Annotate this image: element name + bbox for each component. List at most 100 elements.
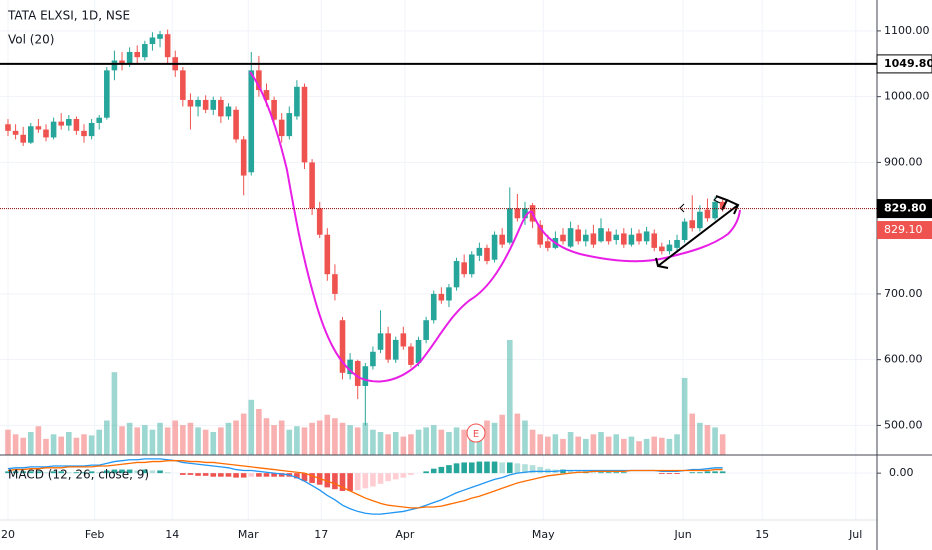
- price-label-box: [876, 199, 932, 219]
- candle-body: [712, 201, 718, 219]
- candle-body: [81, 130, 87, 137]
- candle-body: [134, 51, 141, 58]
- volume-bar: [476, 434, 483, 455]
- macd-histogram-bar: [96, 472, 103, 474]
- earnings-marker[interactable]: E: [473, 429, 479, 440]
- candle-body: [233, 109, 239, 140]
- volume-bar: [362, 422, 369, 455]
- macd-histogram-bar: [666, 473, 673, 475]
- volume-bar: [628, 436, 635, 455]
- macd-histogram-bar: [408, 473, 414, 475]
- candle-body: [294, 86, 300, 117]
- volume-bar: [354, 427, 361, 455]
- candle-body: [309, 162, 315, 209]
- candle-body: [651, 233, 658, 248]
- macd-histogram-bar: [392, 473, 399, 480]
- earnings-icon[interactable]: [466, 423, 486, 443]
- volume-bar: [613, 434, 620, 455]
- macd-histogram-bar: [157, 470, 163, 474]
- macd-histogram-bar: [111, 469, 118, 474]
- y-tick-label: 1000.00: [884, 90, 930, 103]
- volume-bar: [111, 372, 118, 455]
- macd-histogram-bar: [370, 473, 376, 487]
- price-label-box: [876, 54, 932, 74]
- candle-body: [560, 234, 566, 242]
- macd-histogram-bar: [126, 469, 133, 474]
- volume-bar: [104, 420, 110, 455]
- candle-body: [499, 234, 505, 245]
- volume-bar: [88, 435, 95, 455]
- macd-histogram-bar: [180, 473, 186, 475]
- candle-body: [339, 320, 346, 373]
- candle-body: [126, 51, 133, 64]
- macd-label: MACD (12, 26, close, 9): [8, 468, 149, 482]
- volume-bar: [233, 420, 239, 455]
- macd-histogram-bar: [256, 473, 262, 477]
- x-tick-label: 15: [755, 528, 769, 541]
- candle-body: [35, 126, 42, 130]
- macd-histogram-bar: [476, 461, 483, 474]
- macd-histogram-bar: [73, 472, 80, 474]
- macd-histogram-bar: [134, 470, 141, 474]
- candle-body: [537, 224, 543, 245]
- macd-histogram-bar: [248, 473, 255, 477]
- macd-histogram-bar: [309, 473, 315, 483]
- volume-bar: [126, 422, 133, 455]
- candle-body: [104, 70, 110, 118]
- candle-body: [583, 234, 589, 242]
- chart-title: TATA ELXSI, 1D, NSE: [7, 9, 130, 23]
- macd-histogram-bar: [294, 473, 300, 479]
- macd-histogram-bar: [225, 473, 232, 477]
- volume-bar: [35, 426, 42, 455]
- y-tick-label: 900.00: [884, 155, 923, 168]
- candle-body: [370, 351, 376, 367]
- candle-body: [484, 247, 490, 262]
- volume-bar: [256, 409, 262, 455]
- candle-body: [674, 239, 680, 248]
- volume-bar: [50, 434, 57, 455]
- volume-bar: [73, 437, 80, 455]
- candle-body: [324, 234, 331, 275]
- volume-bar: [58, 436, 65, 455]
- candle-body: [476, 247, 483, 256]
- candle-body: [73, 119, 80, 131]
- volume-bar: [377, 432, 384, 455]
- volume-bar: [66, 432, 72, 455]
- candle-body: [149, 37, 156, 45]
- macd-histogram-bar: [271, 473, 277, 477]
- macd-histogram-bar: [522, 464, 528, 474]
- candle-body: [27, 126, 34, 143]
- volume-bar: [172, 420, 179, 455]
- macd-histogram-bar: [233, 473, 239, 478]
- volume-bar: [552, 434, 559, 455]
- volume-bar: [301, 427, 308, 455]
- volume-bar: [248, 399, 255, 455]
- volume-bar: [453, 427, 460, 455]
- macd-histogram-bar: [142, 469, 148, 474]
- macd-histogram-bar: [66, 472, 72, 474]
- volume-bar: [423, 427, 429, 455]
- volume-bar: [430, 425, 437, 455]
- x-tick-label: Jun: [674, 528, 692, 541]
- macd-histogram-bar: [719, 471, 726, 474]
- macd-histogram-bar: [301, 473, 308, 482]
- macd-histogram-bar: [332, 473, 338, 490]
- macd-histogram-bar: [218, 473, 224, 477]
- volume-bar: [468, 432, 475, 455]
- candle-body: [12, 130, 19, 135]
- candle-body: [66, 119, 72, 126]
- volume-bar: [20, 437, 26, 455]
- last-price-label: 829.10: [884, 223, 923, 236]
- last-price-box: [877, 221, 932, 240]
- macd-histogram-bar: [621, 472, 627, 474]
- volume-bar: [583, 438, 589, 455]
- volume-bar: [12, 434, 19, 455]
- axes: 20 Feb 14 Mar 17 Apr May Jun 15 Jul 500.00 600.00 70…: [1, 24, 930, 541]
- y-tick-label: 600.00: [884, 353, 923, 366]
- candle-body: [248, 70, 255, 173]
- macd-histogram-bar: [468, 462, 475, 474]
- candle-body: [446, 287, 452, 301]
- volume-bar: [643, 438, 650, 455]
- y-tick-label: 500.00: [884, 418, 923, 431]
- macd-histogram-bar: [12, 471, 19, 474]
